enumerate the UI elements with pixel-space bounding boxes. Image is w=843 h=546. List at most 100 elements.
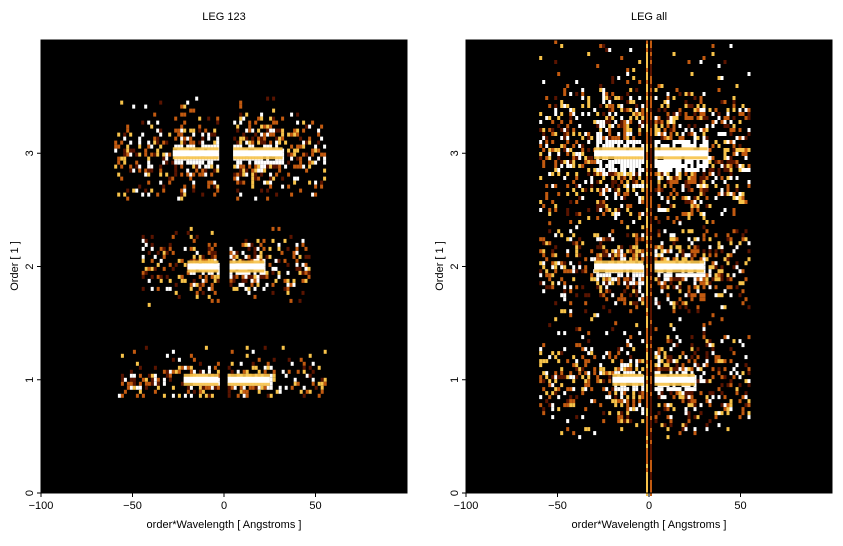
- heatmap-cell: [632, 249, 636, 254]
- heatmap-cell: [293, 164, 297, 169]
- heatmap-cell: [635, 367, 639, 372]
- heatmap-cell: [605, 285, 609, 290]
- heatmap-cell: [684, 411, 688, 416]
- heatmap-cell: [732, 152, 736, 156]
- zero-order-streak: [646, 380, 648, 384]
- heatmap-cell: [705, 164, 709, 168]
- heatmap-cell: [635, 293, 639, 298]
- heatmap-cell: [566, 164, 570, 168]
- heatmap-cell: [253, 250, 257, 255]
- heatmap-cell: [632, 136, 636, 140]
- heatmap-cell: [702, 269, 706, 274]
- heatmap-cell: [693, 403, 697, 408]
- heatmap-cell: [641, 104, 645, 108]
- heatmap-cell: [638, 216, 642, 220]
- heatmap-cell: [711, 52, 715, 56]
- zero-order-streak: [650, 316, 652, 320]
- heatmap-cell: [554, 168, 558, 172]
- heatmap-cell: [638, 253, 642, 258]
- heatmap-cell: [620, 245, 624, 250]
- heatmap-cell: [660, 289, 664, 294]
- heatmap-cell: [251, 361, 255, 366]
- heatmap-cell: [235, 270, 239, 275]
- heatmap-cell: [690, 293, 694, 298]
- heatmap-cell: [254, 132, 258, 137]
- heatmap-cell: [229, 278, 233, 283]
- heatmap-cell: [587, 293, 591, 298]
- heatmap-cell: [729, 241, 733, 246]
- heatmap-cell: [183, 136, 187, 141]
- heatmap-cell: [663, 367, 667, 372]
- heatmap-cell: [239, 160, 243, 165]
- heatmap-cell: [723, 116, 727, 120]
- heatmap-cell: [244, 238, 248, 243]
- heatmap-cell: [747, 399, 751, 404]
- heatmap-cell: [693, 140, 697, 144]
- heatmap-cell: [305, 140, 309, 145]
- heatmap-cell: [581, 152, 585, 156]
- heatmap-cell: [684, 184, 688, 188]
- heatmap-cell: [539, 176, 543, 180]
- heatmap-cell: [669, 419, 673, 424]
- heatmap-cell: [584, 265, 588, 270]
- heatmap-cell: [575, 363, 579, 368]
- heatmap-cell: [747, 415, 751, 420]
- heatmap-cell: [210, 144, 214, 149]
- heatmap-cell: [275, 128, 279, 133]
- heatmap-cell: [242, 369, 246, 374]
- heatmap-cell: [726, 192, 730, 196]
- heatmap-cell: [593, 168, 597, 172]
- heatmap-cell: [705, 395, 709, 400]
- heatmap-cell: [269, 172, 273, 177]
- zero-order-streak: [646, 84, 648, 88]
- heatmap-cell: [654, 415, 658, 420]
- heatmap-cell: [732, 160, 736, 164]
- heatmap-cell: [669, 371, 673, 376]
- heatmap-cell: [672, 144, 676, 148]
- heatmap-cell: [732, 104, 736, 108]
- heatmap-cell: [629, 335, 633, 340]
- heatmap-cell: [611, 184, 615, 188]
- heatmap-cell: [287, 184, 291, 189]
- heatmap-cell: [678, 249, 682, 254]
- heatmap-cell: [599, 200, 603, 204]
- heatmap-cell: [590, 351, 594, 356]
- heatmap-cell: [245, 128, 249, 133]
- heatmap-cell: [177, 196, 181, 201]
- heatmap-cell: [626, 164, 630, 168]
- x-tick-label: −100: [29, 500, 54, 512]
- heatmap-cell: [657, 120, 661, 124]
- heatmap-cell: [271, 290, 275, 295]
- heatmap-cell: [162, 250, 166, 255]
- heatmap-cell: [681, 132, 685, 136]
- heatmap-cell: [554, 104, 558, 108]
- heatmap-cell: [693, 108, 697, 112]
- heatmap-cell: [705, 196, 709, 200]
- heatmap-cell: [602, 172, 606, 176]
- heatmap-cell: [702, 363, 706, 368]
- heatmap-cell: [693, 387, 697, 392]
- heatmap-cell: [708, 419, 712, 424]
- heatmap-cell: [678, 273, 682, 278]
- heatmap-cell: [587, 104, 591, 108]
- heatmap-cell: [623, 387, 627, 392]
- heatmap-cell: [201, 172, 205, 177]
- heatmap-cell: [699, 144, 703, 148]
- heatmap-cell: [617, 273, 621, 278]
- heatmap-cell: [608, 124, 612, 128]
- heatmap-cell: [296, 112, 300, 117]
- zero-order-streak: [650, 484, 652, 488]
- heatmap-cell: [641, 168, 645, 172]
- heatmap-cell: [311, 148, 315, 153]
- heatmap-cell: [180, 381, 184, 386]
- x-tick-label: −100: [454, 500, 479, 512]
- heatmap-cell: [593, 120, 597, 124]
- zero-order-streak: [650, 444, 652, 448]
- heatmap-cell: [596, 281, 600, 286]
- heatmap-cell: [272, 96, 276, 101]
- heatmap-cell: [147, 156, 151, 161]
- heatmap-cell: [162, 140, 166, 145]
- heatmap-cell: [696, 363, 700, 368]
- heatmap-cell: [542, 281, 546, 286]
- heatmap-cell: [560, 293, 564, 298]
